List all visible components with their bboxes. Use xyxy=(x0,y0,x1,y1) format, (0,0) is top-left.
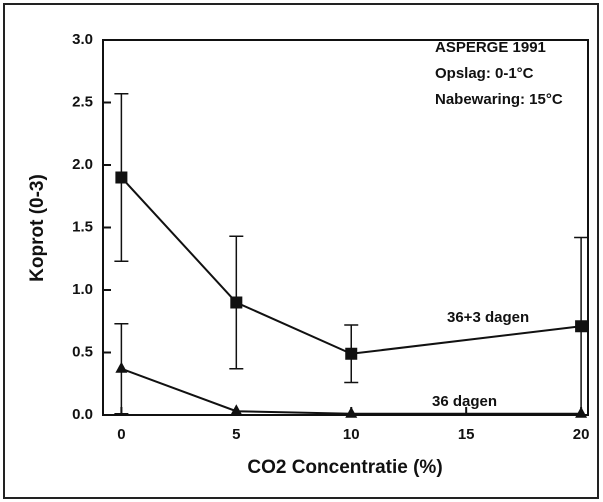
marker xyxy=(345,406,358,418)
annotation: Opslag: 0-1°C xyxy=(435,65,534,82)
y-tick-label: 1.0 xyxy=(72,281,93,298)
series-line xyxy=(120,176,582,355)
marker xyxy=(115,171,128,184)
y-axis-label: Koprot (0-3) xyxy=(27,174,48,282)
frame xyxy=(3,3,599,499)
y-tick-label: 2.0 xyxy=(72,156,93,173)
x-axis-label: CO2 Concentratie (%) xyxy=(247,457,442,478)
x-tick-label: 15 xyxy=(458,426,475,443)
marker xyxy=(230,296,243,309)
annotation: ASPERGE 1991 xyxy=(435,39,546,56)
annotation: Nabewaring: 15°C xyxy=(435,91,563,108)
y-tick-label: 1.5 xyxy=(72,218,93,235)
marker xyxy=(575,320,588,333)
marker xyxy=(345,347,358,360)
series-line xyxy=(121,367,582,415)
x-tick-label: 0 xyxy=(117,426,125,443)
y-tick-label: 3.0 xyxy=(72,31,93,48)
marker xyxy=(115,361,128,373)
y-tick-label: 0.0 xyxy=(72,406,93,423)
series-label: 36+3 dagen xyxy=(447,309,529,326)
y-tick-label: 2.5 xyxy=(72,93,93,110)
marker xyxy=(575,406,588,418)
series-label: 36 dagen xyxy=(432,393,497,410)
x-tick-label: 20 xyxy=(573,426,590,443)
x-tick-label: 5 xyxy=(232,426,240,443)
y-tick-label: 0.5 xyxy=(72,343,93,360)
x-tick-label: 10 xyxy=(343,426,360,443)
marker xyxy=(230,404,243,416)
